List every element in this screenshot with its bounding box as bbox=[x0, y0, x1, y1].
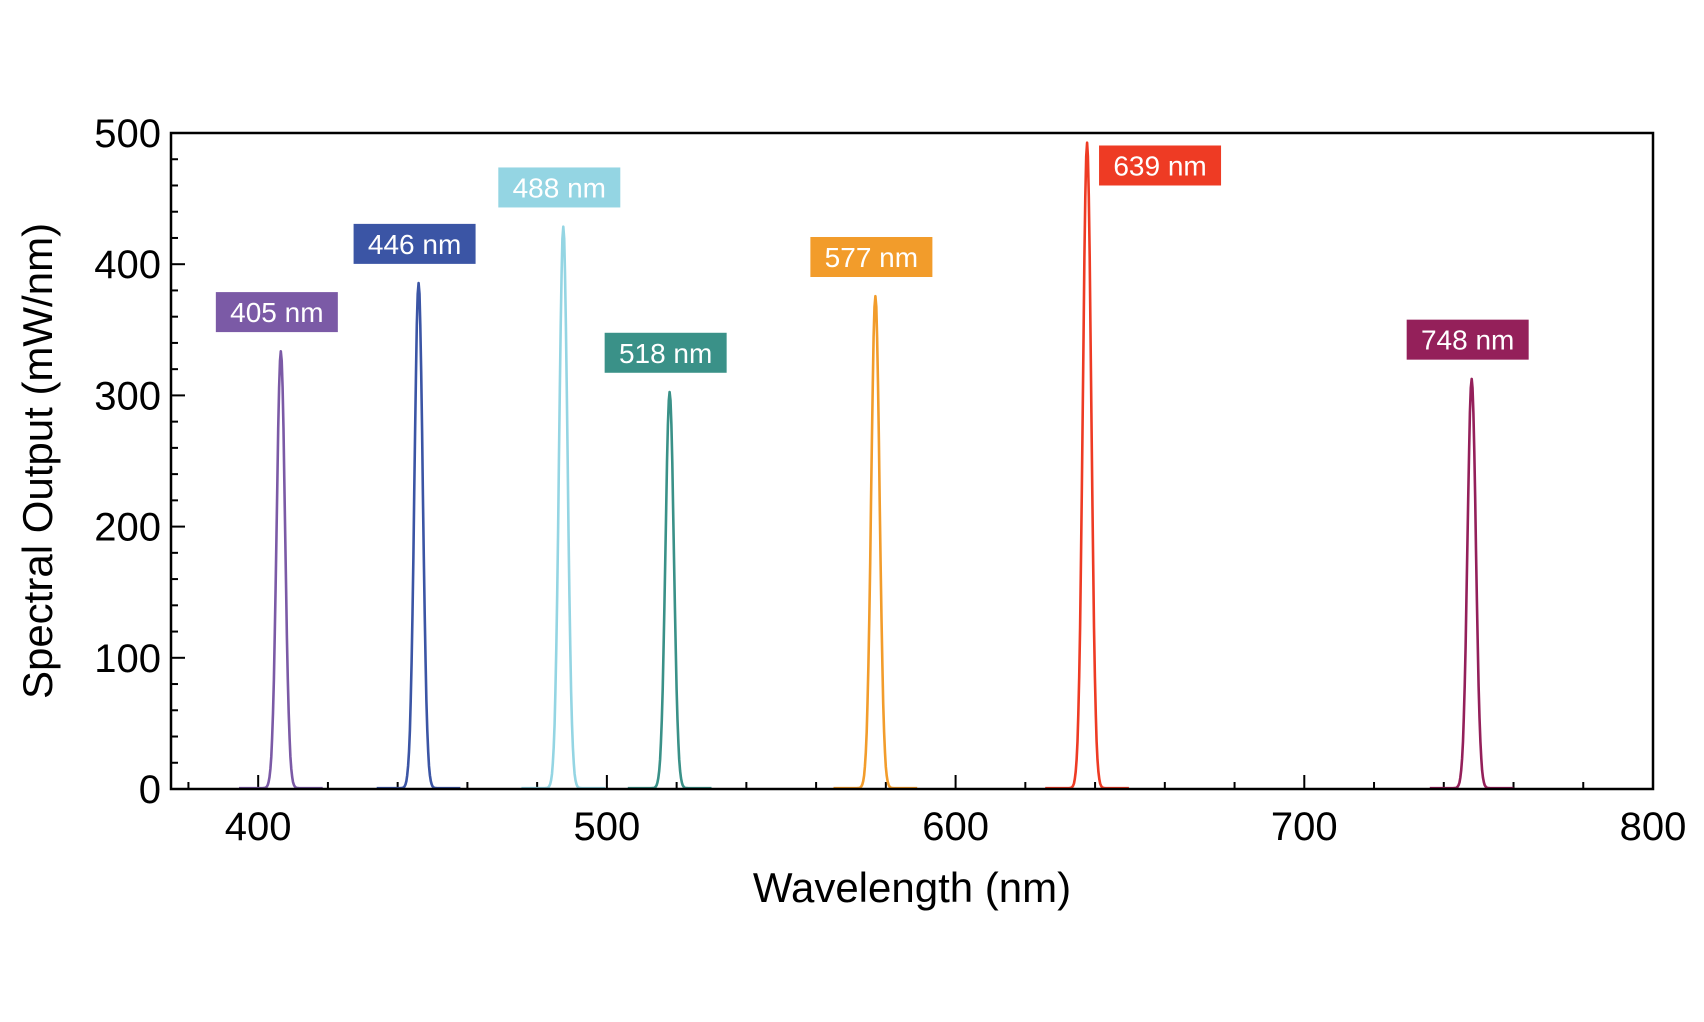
spectrum-line bbox=[238, 350, 324, 790]
peak-label: 518 nm bbox=[619, 338, 712, 369]
series-488-nm: 488 nm bbox=[498, 167, 621, 790]
series-577-nm: 577 nm bbox=[810, 237, 933, 790]
spectrum-line bbox=[376, 281, 461, 790]
spectrum-line bbox=[521, 225, 606, 790]
x-tick-label: 700 bbox=[1271, 805, 1338, 849]
plot-frame bbox=[169, 131, 1655, 791]
peak-label-box bbox=[215, 292, 338, 333]
peak-label: 748 nm bbox=[1421, 325, 1514, 356]
peak-label: 488 nm bbox=[513, 172, 606, 203]
peak-label-box bbox=[604, 332, 727, 373]
spectrum-line bbox=[833, 294, 918, 790]
x-axis-label: Wavelength (nm) bbox=[753, 864, 1071, 911]
peak-label-box bbox=[498, 167, 621, 208]
series-639-nm: 639 nm bbox=[1044, 141, 1222, 790]
y-axis-label: Spectral Output (mW/nm) bbox=[14, 223, 61, 699]
peak-label: 639 nm bbox=[1113, 150, 1206, 181]
peak-series: 405 nm 446 nm 488 nm 518 nm 577 nm 639 nm 748 … bbox=[215, 141, 1529, 790]
peak-label: 405 nm bbox=[230, 297, 323, 328]
series-405-nm: 405 nm bbox=[215, 292, 338, 790]
spectrum-line bbox=[1429, 377, 1514, 790]
y-tick-label: 0 bbox=[139, 768, 161, 812]
peak-label-box bbox=[1406, 319, 1529, 360]
x-tick-label: 800 bbox=[1620, 805, 1687, 849]
peak-label-box bbox=[1099, 145, 1222, 186]
peak-label-box bbox=[353, 223, 476, 264]
peak-label-box bbox=[810, 237, 933, 277]
series-518-nm: 518 nm bbox=[604, 332, 727, 790]
peak-label: 577 nm bbox=[825, 242, 918, 273]
axis-ticks: 400 500 600 700 800 0 100 200 300 400 500 bbox=[94, 112, 1686, 849]
y-tick-label: 200 bbox=[94, 506, 161, 550]
y-tick-label: 500 bbox=[94, 112, 161, 156]
spectrum-line bbox=[627, 390, 712, 790]
x-tick-label: 600 bbox=[922, 805, 989, 849]
y-tick-label: 300 bbox=[94, 374, 161, 418]
y-tick-label: 100 bbox=[94, 637, 161, 681]
spectrum-line bbox=[1044, 141, 1130, 790]
x-tick-label: 400 bbox=[225, 805, 292, 849]
x-tick-label: 500 bbox=[574, 805, 641, 849]
peak-label: 446 nm bbox=[368, 229, 461, 260]
series-446-nm: 446 nm bbox=[353, 223, 476, 790]
y-tick-label: 400 bbox=[94, 243, 161, 287]
series-748-nm: 748 nm bbox=[1406, 319, 1529, 790]
